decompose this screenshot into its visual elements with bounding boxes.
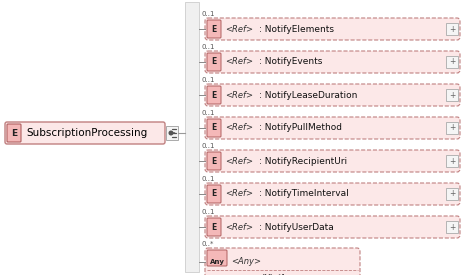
Text: : NotifyRecipientUri: : NotifyRecipientUri (259, 156, 347, 166)
Text: E: E (211, 156, 217, 166)
Text: SubscriptionProcessing: SubscriptionProcessing (26, 128, 147, 138)
Text: : NotifyTimeInterval: : NotifyTimeInterval (259, 189, 349, 199)
Text: : NotifyEvents: : NotifyEvents (259, 57, 322, 67)
Text: E: E (211, 222, 217, 232)
Text: <Ref>: <Ref> (225, 24, 253, 34)
Text: 0..1: 0..1 (202, 176, 216, 182)
FancyBboxPatch shape (205, 216, 460, 238)
Text: 0..1: 0..1 (202, 209, 216, 215)
FancyBboxPatch shape (205, 117, 460, 139)
Text: 0..*: 0..* (202, 241, 214, 247)
Bar (446, 89, 458, 101)
FancyBboxPatch shape (207, 152, 221, 170)
Text: +: + (449, 24, 455, 34)
Text: ##other: ##other (260, 274, 296, 275)
Text: Any: Any (210, 259, 225, 265)
Text: <Ref>: <Ref> (225, 156, 253, 166)
FancyBboxPatch shape (207, 86, 221, 104)
Text: E: E (211, 57, 217, 67)
Bar (446, 221, 458, 233)
Text: +: + (449, 57, 455, 67)
FancyBboxPatch shape (207, 119, 221, 137)
Bar (446, 23, 458, 35)
Text: +: + (449, 189, 455, 199)
Text: E: E (211, 189, 217, 199)
Bar (166, 126, 178, 140)
Bar (446, 188, 458, 200)
Text: <Any>: <Any> (231, 257, 261, 266)
Text: E: E (11, 128, 17, 138)
Text: E: E (211, 24, 217, 34)
Bar (185, 2, 199, 272)
Text: 0..1: 0..1 (202, 11, 216, 17)
Text: : NotifyUserData: : NotifyUserData (259, 222, 334, 232)
FancyBboxPatch shape (207, 53, 221, 71)
Text: 0..1: 0..1 (202, 44, 216, 50)
Text: E: E (211, 123, 217, 133)
FancyBboxPatch shape (5, 122, 165, 144)
FancyBboxPatch shape (207, 185, 221, 203)
Text: 0..1: 0..1 (202, 77, 216, 83)
Bar (446, 155, 458, 167)
FancyBboxPatch shape (207, 250, 227, 266)
Text: : NotifyElements: : NotifyElements (259, 24, 334, 34)
FancyBboxPatch shape (205, 84, 460, 106)
FancyBboxPatch shape (205, 18, 460, 40)
Circle shape (169, 131, 173, 135)
Text: +: + (449, 123, 455, 133)
Text: : NotifyLeaseDuration: : NotifyLeaseDuration (259, 90, 357, 100)
Bar (446, 56, 458, 68)
Text: +: + (449, 156, 455, 166)
FancyBboxPatch shape (205, 248, 360, 275)
Bar (446, 122, 458, 134)
Text: <Ref>: <Ref> (225, 57, 253, 67)
Text: <Ref>: <Ref> (225, 123, 253, 133)
FancyBboxPatch shape (7, 124, 21, 142)
FancyBboxPatch shape (205, 183, 460, 205)
Text: <Ref>: <Ref> (225, 90, 253, 100)
Text: 0..1: 0..1 (202, 110, 216, 116)
Text: +: + (449, 90, 455, 100)
Text: <Ref>: <Ref> (225, 189, 253, 199)
Text: E: E (211, 90, 217, 100)
Text: −: − (168, 128, 176, 138)
Text: 0..1: 0..1 (202, 143, 216, 149)
Text: : NotifyPullMethod: : NotifyPullMethod (259, 123, 342, 133)
Text: +: + (449, 222, 455, 232)
FancyBboxPatch shape (205, 51, 460, 73)
FancyBboxPatch shape (205, 150, 460, 172)
Text: <Ref>: <Ref> (225, 222, 253, 232)
FancyBboxPatch shape (207, 218, 221, 236)
FancyBboxPatch shape (207, 20, 221, 38)
